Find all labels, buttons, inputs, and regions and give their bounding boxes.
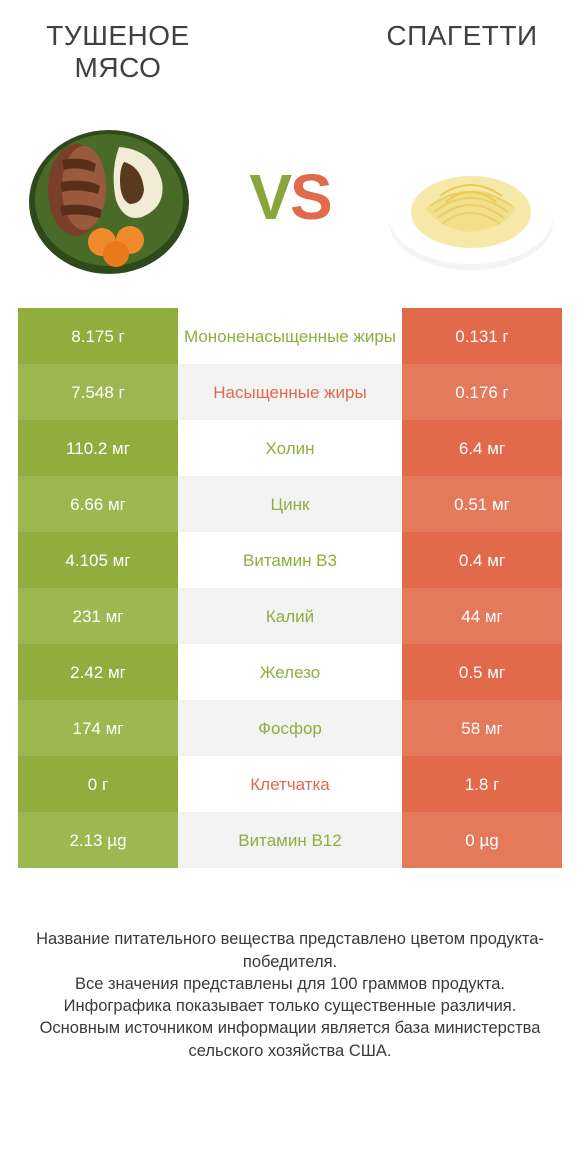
right-value: 0.5 мг (402, 644, 562, 700)
nutrient-label: Железо (178, 644, 402, 700)
nutrient-label: Витамин B12 (178, 812, 402, 868)
table-row: 6.66 мгЦинк0.51 мг (18, 476, 562, 532)
titles-row: ТУШЕНОЕМЯСО СПАГЕТТИ (18, 20, 562, 84)
title-right: СПАГЕТТИ (362, 20, 562, 52)
right-value: 0.4 мг (402, 532, 562, 588)
right-value: 6.4 мг (402, 420, 562, 476)
nutrient-label: Клетчатка (178, 756, 402, 812)
table-row: 2.42 мгЖелезо0.5 мг (18, 644, 562, 700)
nutrient-label: Холин (178, 420, 402, 476)
left-value: 174 мг (18, 700, 178, 756)
right-value: 1.8 г (402, 756, 562, 812)
nutrient-label: Насыщенные жиры (178, 364, 402, 420)
left-value: 7.548 г (18, 364, 178, 420)
footer-note: Название питательного вещества представл… (18, 928, 562, 1062)
table-row: 2.13 µgВитамин B120 µg (18, 812, 562, 868)
right-value: 0.131 г (402, 308, 562, 364)
left-value: 4.105 мг (18, 532, 178, 588)
left-value: 6.66 мг (18, 476, 178, 532)
right-value: 44 мг (402, 588, 562, 644)
table-row: 110.2 мгХолин6.4 мг (18, 420, 562, 476)
nutrient-label: Цинк (178, 476, 402, 532)
right-value: 0.176 г (402, 364, 562, 420)
left-value: 2.42 мг (18, 644, 178, 700)
table-row: 0 гКлетчатка1.8 г (18, 756, 562, 812)
table-row: 4.105 мгВитамин B30.4 мг (18, 532, 562, 588)
right-value: 0 µg (402, 812, 562, 868)
vs-v: V (249, 161, 290, 233)
left-value: 8.175 г (18, 308, 178, 364)
vs-s: S (290, 161, 331, 233)
nutrient-label: Калий (178, 588, 402, 644)
left-value: 0 г (18, 756, 178, 812)
right-value: 58 мг (402, 700, 562, 756)
left-value: 110.2 мг (18, 420, 178, 476)
food1-icon (24, 112, 194, 282)
nutrient-label: Мононенасыщенные жиры (178, 308, 402, 364)
title-left: ТУШЕНОЕМЯСО (18, 20, 218, 84)
comparison-table: 8.175 гМононенасыщенные жиры0.131 г7.548… (18, 308, 562, 868)
table-row: 174 мгФосфор58 мг (18, 700, 562, 756)
left-value: 231 мг (18, 588, 178, 644)
table-row: 231 мгКалий44 мг (18, 588, 562, 644)
hero-row: VS (18, 112, 562, 282)
right-value: 0.51 мг (402, 476, 562, 532)
food2-icon (386, 112, 556, 282)
infographic: ТУШЕНОЕМЯСО СПАГЕТТИ VS (0, 0, 580, 1092)
vs-label: VS (249, 160, 330, 234)
nutrient-label: Фосфор (178, 700, 402, 756)
nutrient-label: Витамин B3 (178, 532, 402, 588)
left-value: 2.13 µg (18, 812, 178, 868)
table-row: 8.175 гМононенасыщенные жиры0.131 г (18, 308, 562, 364)
table-row: 7.548 гНасыщенные жиры0.176 г (18, 364, 562, 420)
